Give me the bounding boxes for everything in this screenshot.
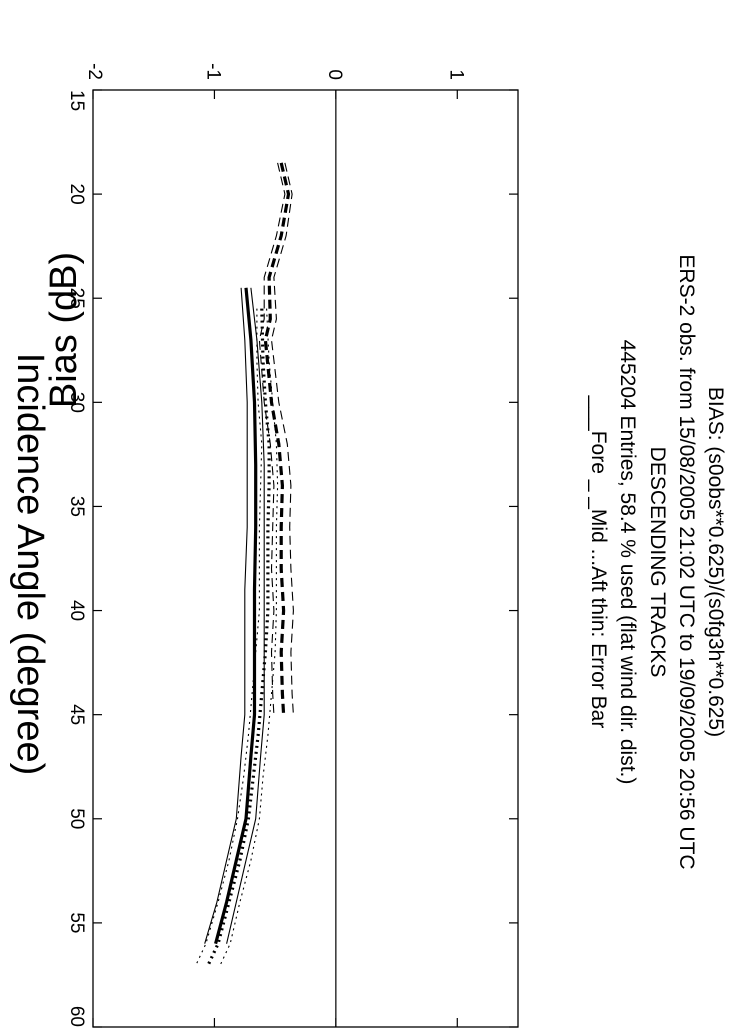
x-tick-label: 20 [66,184,87,205]
series-mid-error-upper [270,162,294,715]
x-tick-label: 55 [66,912,87,933]
x-tick-label: 25 [66,288,87,309]
title-line-2: ERS-2 obs. from 15/08/2005 21:02 UTC to … [675,254,698,869]
series-mid-line [263,162,291,715]
chart-title: BIAS: (s0obs**0.625)/(s0fg3h**0.625) ERS… [587,254,727,869]
y-tick-label: -2 [84,63,105,80]
x-tick-label: 35 [66,496,87,517]
y-axis-title: Bias (dB) [43,252,85,408]
series-aft-line [206,308,271,966]
x-tick-label: 50 [66,808,87,829]
x-tick-label: 15 [66,90,87,111]
y-tick-label: 1 [445,69,466,80]
series-aft [195,308,279,966]
y-tick-label: -1 [202,63,223,80]
plot-frame [92,89,519,1028]
title-line-1: BIAS: (s0obs**0.625)/(s0fg3h**0.625) [704,387,727,737]
series-mid [258,162,294,715]
x-tick-label: 45 [66,704,87,725]
series-fore-error-lower [204,287,248,944]
x-tick-label: 40 [66,600,87,621]
series-mid-error-lower [258,162,286,715]
series-aft-error-lower [195,308,263,965]
y-tick-label: 0 [324,69,345,80]
series-fore [204,287,265,945]
title-line-3: DESCENDING TRACKS [646,447,669,678]
title-line-5-legend: ___Fore _ _Mid ...Aft thin: Error Bar [587,395,610,729]
series-fore-line [214,287,258,945]
x-tick-label: 30 [66,392,87,413]
series-fore-error-upper [226,287,265,944]
series-aft-error-upper [220,308,279,965]
title-line-4: 445204 Entries, 58.4 % used (flat wind d… [616,340,639,785]
series-layer [195,162,294,966]
x-axis-title: Incidence Angle (degree) [9,353,51,776]
x-tick-label: 60 [66,1006,87,1027]
axis-ticks: 15 20 25 30 35 40 45 50 55 60 -2 -1 0 1 [66,63,518,1028]
